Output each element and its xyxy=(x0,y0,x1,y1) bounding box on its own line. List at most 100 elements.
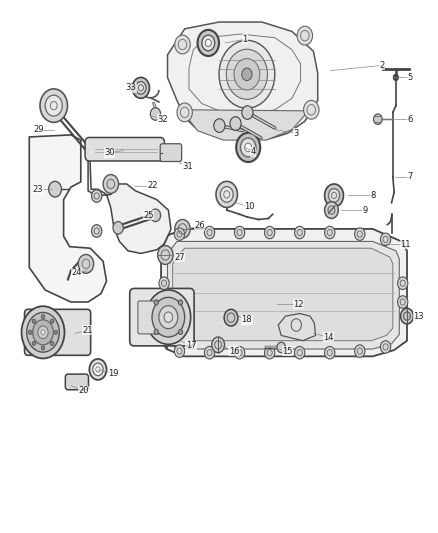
Circle shape xyxy=(294,346,305,359)
Polygon shape xyxy=(167,22,318,140)
Text: 23: 23 xyxy=(32,185,43,193)
Circle shape xyxy=(132,77,149,98)
Circle shape xyxy=(205,227,215,239)
Circle shape xyxy=(50,319,54,324)
Circle shape xyxy=(150,108,161,120)
Circle shape xyxy=(380,233,391,246)
Circle shape xyxy=(174,228,185,240)
Circle shape xyxy=(177,103,192,122)
Circle shape xyxy=(304,100,319,119)
Circle shape xyxy=(355,345,365,358)
Text: 1: 1 xyxy=(242,35,247,44)
Circle shape xyxy=(297,26,313,45)
Circle shape xyxy=(154,329,159,335)
Circle shape xyxy=(49,181,61,197)
Circle shape xyxy=(160,296,170,308)
Circle shape xyxy=(240,138,256,157)
Text: 20: 20 xyxy=(78,386,89,395)
Circle shape xyxy=(393,74,399,80)
Circle shape xyxy=(50,341,54,345)
Circle shape xyxy=(178,300,183,305)
Text: 17: 17 xyxy=(186,342,196,350)
Circle shape xyxy=(175,220,190,238)
Text: 8: 8 xyxy=(371,191,376,200)
Circle shape xyxy=(328,189,339,202)
Circle shape xyxy=(374,114,382,124)
Circle shape xyxy=(325,184,343,207)
Circle shape xyxy=(21,306,64,358)
Circle shape xyxy=(398,277,408,289)
Circle shape xyxy=(175,35,190,54)
Polygon shape xyxy=(278,313,315,341)
Circle shape xyxy=(355,228,365,240)
Circle shape xyxy=(325,346,335,359)
Polygon shape xyxy=(161,333,167,349)
Text: 25: 25 xyxy=(143,211,153,220)
Circle shape xyxy=(78,254,94,273)
Circle shape xyxy=(113,222,123,234)
Circle shape xyxy=(158,246,173,264)
Circle shape xyxy=(265,346,275,359)
Text: 18: 18 xyxy=(242,316,252,324)
Circle shape xyxy=(230,117,241,130)
Circle shape xyxy=(96,367,100,372)
Circle shape xyxy=(159,277,169,289)
Text: 2: 2 xyxy=(379,61,385,70)
Text: 3: 3 xyxy=(293,129,299,138)
Circle shape xyxy=(41,330,45,335)
Circle shape xyxy=(38,326,48,338)
Text: 19: 19 xyxy=(109,369,119,378)
Circle shape xyxy=(146,290,191,344)
FancyBboxPatch shape xyxy=(138,301,165,334)
Text: 24: 24 xyxy=(71,268,82,277)
Circle shape xyxy=(325,201,338,219)
Circle shape xyxy=(226,49,268,99)
Polygon shape xyxy=(161,229,407,357)
Circle shape xyxy=(45,95,62,116)
Circle shape xyxy=(136,82,146,94)
Text: 31: 31 xyxy=(183,161,194,171)
Text: 22: 22 xyxy=(147,181,158,190)
Text: 32: 32 xyxy=(157,115,168,124)
Text: 9: 9 xyxy=(362,206,367,215)
Circle shape xyxy=(41,314,45,319)
Text: 16: 16 xyxy=(229,346,239,356)
Circle shape xyxy=(32,319,35,324)
FancyBboxPatch shape xyxy=(25,309,91,356)
Text: 10: 10 xyxy=(244,203,254,212)
Circle shape xyxy=(265,227,275,239)
Circle shape xyxy=(380,341,391,353)
Circle shape xyxy=(212,337,225,353)
Circle shape xyxy=(178,329,183,335)
Circle shape xyxy=(32,341,35,345)
Circle shape xyxy=(103,175,119,193)
Text: 7: 7 xyxy=(407,172,413,181)
Circle shape xyxy=(277,342,286,353)
Circle shape xyxy=(92,190,102,202)
Circle shape xyxy=(174,345,185,358)
Circle shape xyxy=(245,143,251,151)
Text: 11: 11 xyxy=(400,239,411,248)
Circle shape xyxy=(234,227,245,239)
Circle shape xyxy=(92,225,102,237)
Polygon shape xyxy=(29,135,106,302)
FancyBboxPatch shape xyxy=(65,374,88,390)
FancyBboxPatch shape xyxy=(85,138,165,161)
Text: 21: 21 xyxy=(83,326,93,335)
Text: 13: 13 xyxy=(413,312,424,321)
Text: 4: 4 xyxy=(251,147,256,156)
Circle shape xyxy=(216,181,237,207)
Polygon shape xyxy=(185,110,305,140)
Polygon shape xyxy=(173,248,393,341)
Circle shape xyxy=(33,320,53,345)
Circle shape xyxy=(205,346,215,359)
Circle shape xyxy=(294,227,305,239)
Circle shape xyxy=(398,296,408,308)
Circle shape xyxy=(198,30,219,56)
Circle shape xyxy=(28,330,32,334)
Text: 29: 29 xyxy=(33,125,44,134)
Circle shape xyxy=(150,209,161,222)
Circle shape xyxy=(220,187,233,202)
Circle shape xyxy=(89,359,106,380)
Circle shape xyxy=(242,68,252,80)
